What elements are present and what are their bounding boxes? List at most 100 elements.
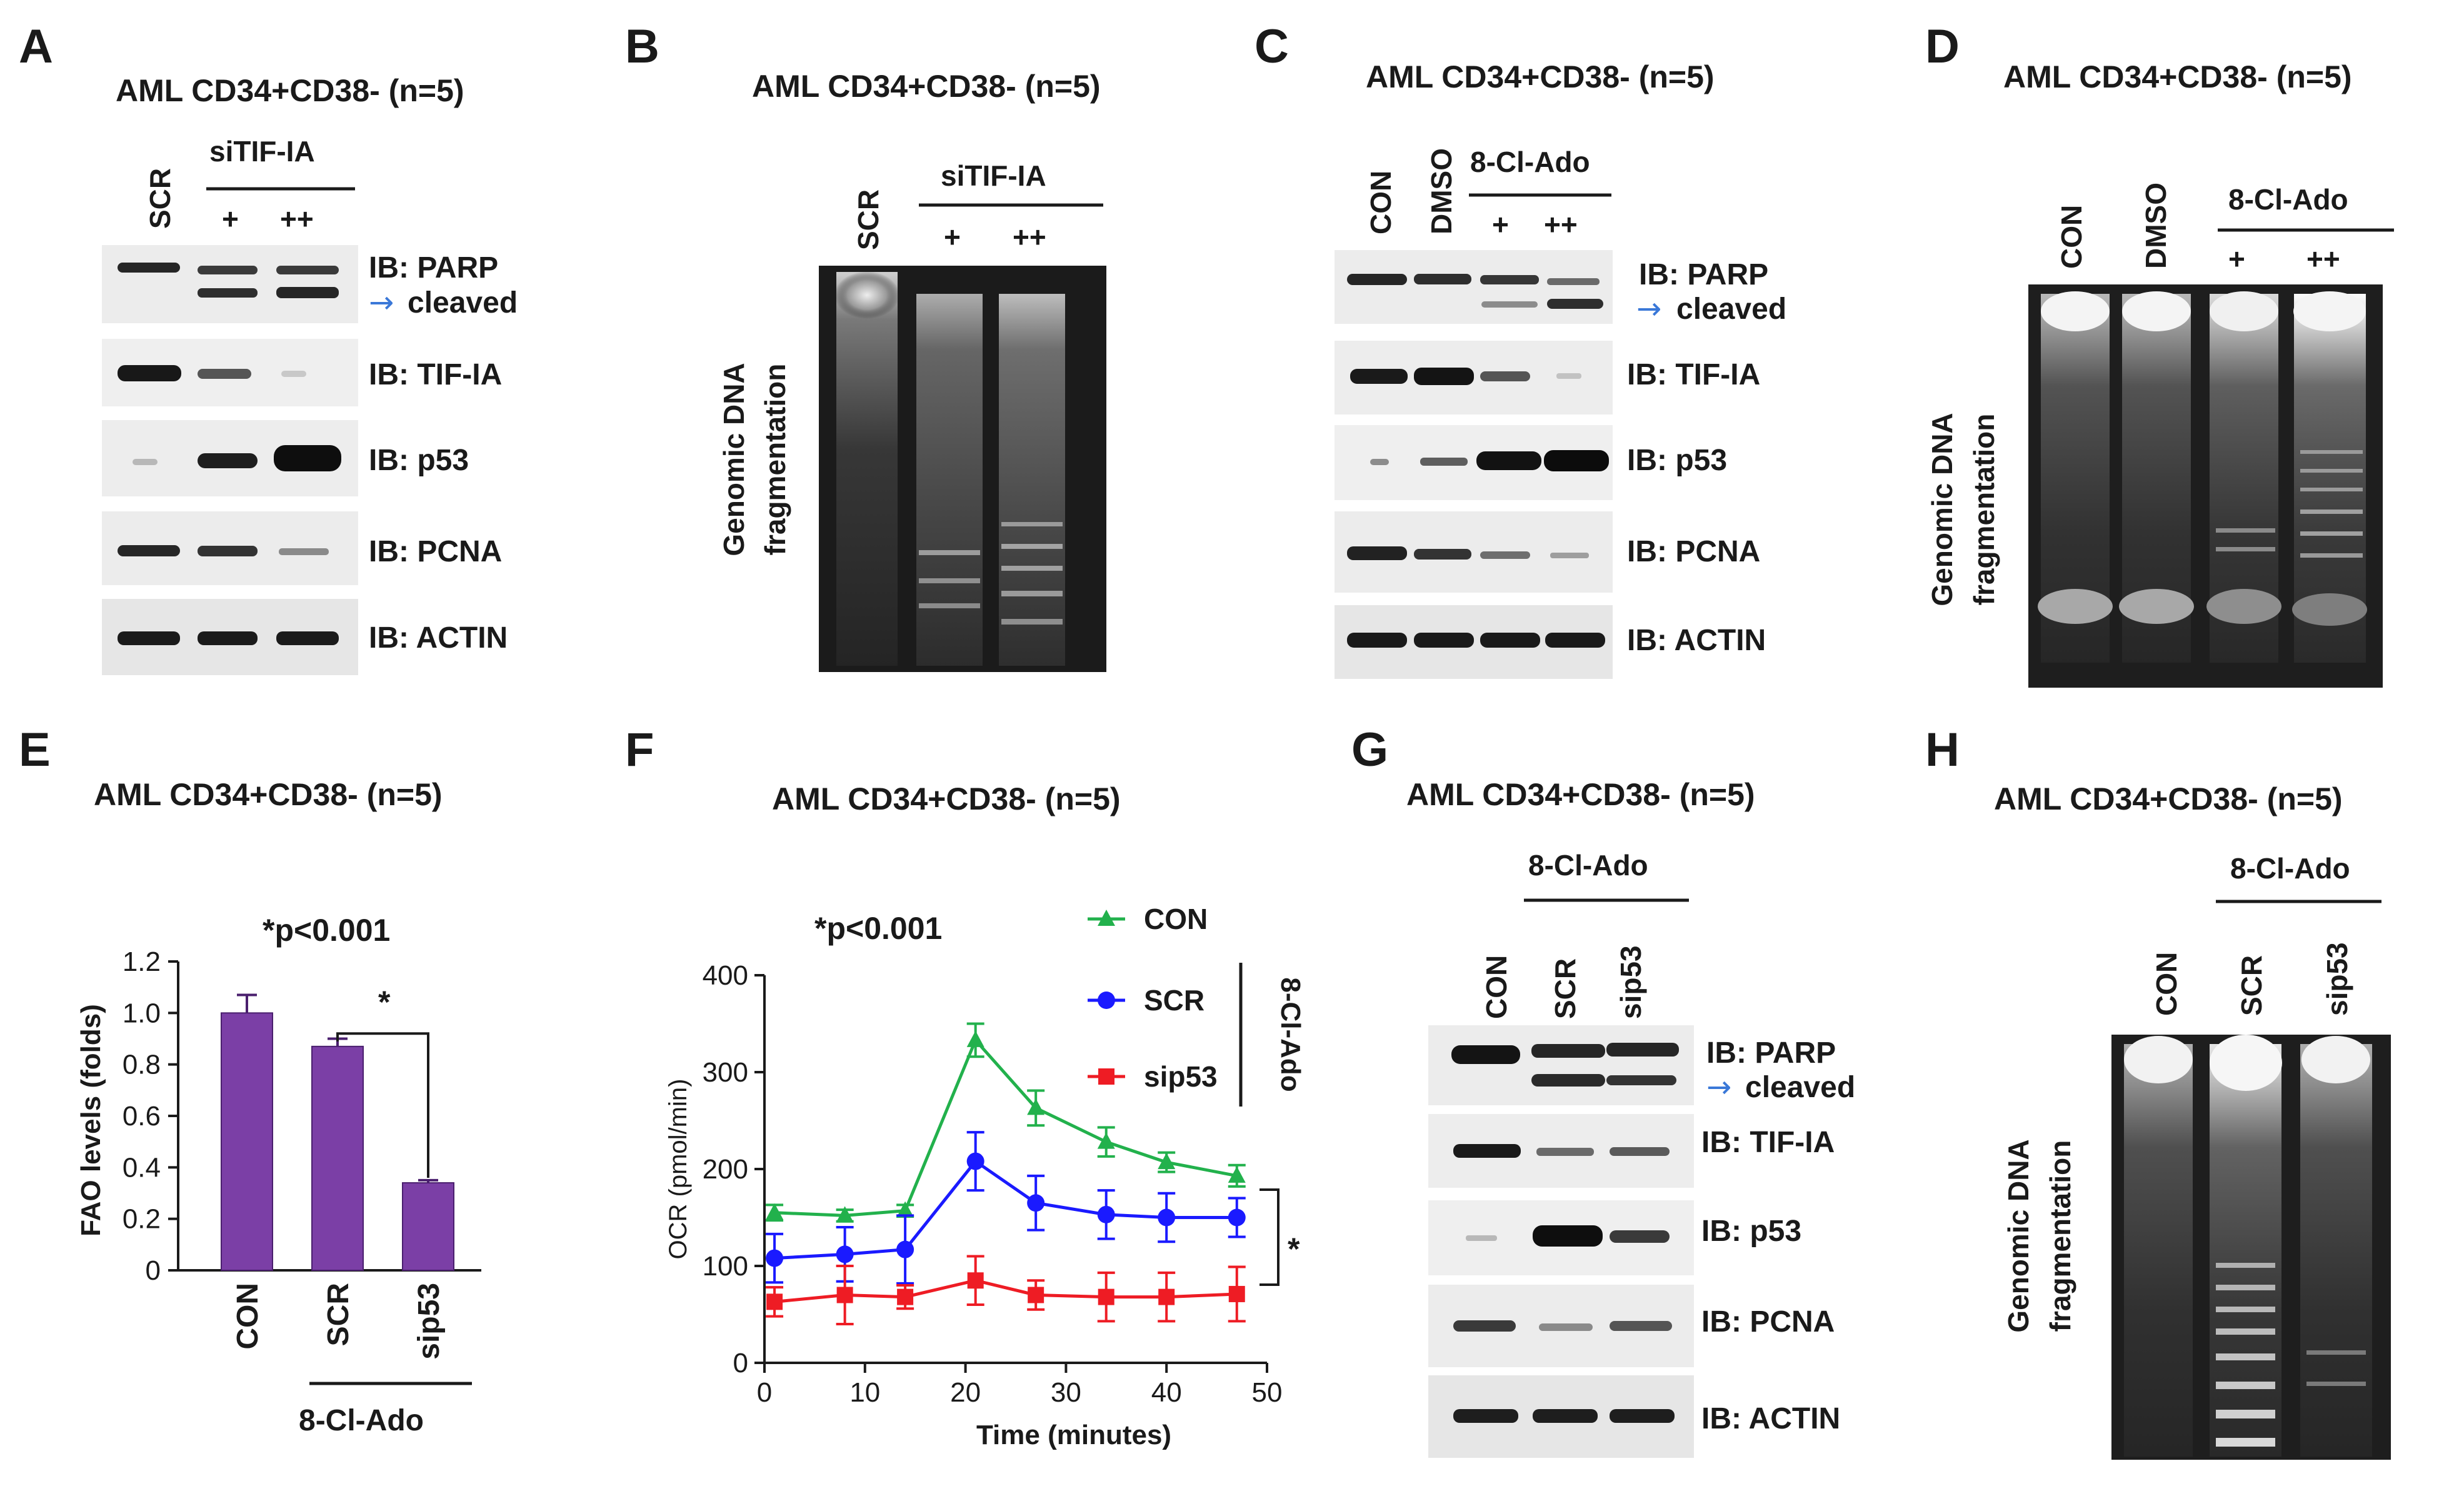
panel-g-blot-pcna: IB: PCNA [1701, 1305, 1835, 1338]
y-tick-label: 200 [703, 1154, 748, 1185]
ladder-band [2216, 1353, 2275, 1360]
band [1550, 553, 1589, 558]
x-tick-label: sip53 [413, 1283, 446, 1360]
band [198, 266, 258, 274]
data-point [1228, 1208, 1246, 1227]
band [1536, 1148, 1594, 1156]
ladder-band [2216, 1307, 2275, 1312]
band [1480, 275, 1539, 284]
panel-g-group-label: 8-Cl-Ado [1528, 849, 1648, 881]
x-tick-label: 40 [1151, 1377, 1182, 1408]
axis-title-y: OCR (pmol/min) [664, 1079, 692, 1260]
axis-title-y: FAO levels (folds) [76, 1004, 106, 1237]
ladder-band [2300, 488, 2363, 491]
data-point [1097, 1132, 1115, 1149]
panel-h-gel [2111, 1035, 2391, 1460]
panel-c-blot-p53: IB: p53 [1627, 444, 1727, 477]
significance-bracket [336, 1032, 429, 1178]
gel-well [2124, 1036, 2193, 1083]
panel-g-title: AML CD34+CD38- (n=5) [1406, 777, 1755, 812]
panel-g-lane-sip53: sip53 [1615, 945, 1647, 1019]
panel-b-lane-plus: + [944, 221, 961, 253]
band [1606, 1043, 1679, 1057]
band [1610, 1409, 1675, 1423]
ladder-band [2216, 1263, 2275, 1268]
panel-h-lane-scr: SCR [2235, 955, 2268, 1016]
panel-b-gel [819, 266, 1106, 672]
band [1606, 1075, 1676, 1085]
panel-c: C AML CD34+CD38- (n=5) CON DMSO 8-Cl-Ado… [1255, 20, 1786, 679]
band [1480, 633, 1540, 648]
band [1414, 274, 1471, 284]
panel-e: E AML CD34+CD38- (n=5) *p<0.001 FAO leve… [19, 723, 481, 1437]
x-tick-label: CON [231, 1283, 264, 1350]
data-point [1158, 1208, 1176, 1227]
panel-a-blot-parp: IB: PARP [369, 251, 498, 284]
data-point [836, 1287, 853, 1303]
ladder-band [2300, 553, 2363, 558]
gel-well [2301, 1036, 2370, 1083]
ladder-band [919, 603, 980, 608]
panel-c-lane-plusplus: ++ [1544, 208, 1578, 241]
y-tick-label: 0.8 [123, 1050, 161, 1080]
series-scr [766, 1131, 1246, 1285]
panel-g-blot-p53: IB: p53 [1701, 1215, 1801, 1248]
gel-well [2122, 291, 2191, 331]
panel-b-lane-scr: SCR [852, 189, 884, 250]
significance-bracket [1260, 1188, 1280, 1286]
band [1347, 546, 1407, 560]
ladder-band [2216, 1328, 2275, 1335]
band [118, 263, 180, 273]
blot-strip [1335, 250, 1613, 324]
gel-lane-plusplus [999, 294, 1065, 666]
panel-e-bar-chart: 0 0.2 0.4 0.6 0.8 1.0 1.2 CON SCR sip53 [123, 946, 481, 1360]
panel-g-blot-parp: IB: PARP [1706, 1037, 1836, 1070]
band [1350, 369, 1408, 384]
panel-h: H AML CD34+CD38- (n=5) 8-Cl-Ado CON SCR … [1925, 723, 2391, 1460]
panel-b-lane-plusplus: ++ [1013, 221, 1046, 253]
bar [402, 1182, 454, 1271]
panel-c-lane-dmso: DMSO [1425, 148, 1458, 234]
panel-d-lane-plusplus: ++ [2306, 243, 2340, 275]
band [1556, 373, 1581, 379]
panel-e-title: AML CD34+CD38- (n=5) [94, 777, 443, 812]
band [1610, 1321, 1672, 1331]
y-tick-label: 0.4 [123, 1152, 161, 1183]
data-point [1228, 1166, 1246, 1183]
panel-b-title: AML CD34+CD38- (n=5) [752, 69, 1101, 104]
panel-g-blot-tif: IB: TIF-IA [1701, 1126, 1835, 1159]
band [1420, 458, 1468, 466]
data-point [1098, 1068, 1114, 1085]
panel-a-blot-pcna: IB: PCNA [369, 535, 502, 568]
panel-b-side-label-2: fragmentation [759, 364, 791, 556]
panel-c-blot-actin: IB: ACTIN [1627, 624, 1766, 657]
panel-letter-c: C [1255, 20, 1289, 73]
panel-a: A AML CD34+CD38- (n=5) SCR siTIF-IA + ++ [19, 20, 518, 675]
legend-label: CON [1144, 903, 1208, 935]
panel-h-lane-con: CON [2150, 952, 2183, 1016]
ladder-band [2216, 1438, 2275, 1447]
series-line [774, 1037, 1238, 1217]
data-point [967, 1272, 984, 1289]
band [1531, 1044, 1605, 1058]
gel-primer-glow [2119, 589, 2194, 624]
y-tick-label: 0 [146, 1255, 161, 1286]
panel-c-title: AML CD34+CD38- (n=5) [1366, 59, 1715, 94]
panel-d-lane-dmso: DMSO [2140, 183, 2172, 269]
panel-f-line-chart: 0 100 200 300 400 0 10 20 30 40 50 [703, 960, 1283, 1408]
panel-letter-a: A [19, 20, 53, 73]
data-point [836, 1245, 854, 1263]
series-con [766, 1022, 1246, 1223]
band [1480, 371, 1530, 381]
panel-g-blots [1428, 1025, 1694, 1458]
gel-lane-scr [2210, 1044, 2281, 1457]
data-point [1158, 1288, 1175, 1305]
ladder-band [2306, 1382, 2366, 1386]
x-tick-label: SCR [322, 1283, 355, 1346]
band [1531, 1074, 1605, 1087]
series-sip53 [766, 1255, 1246, 1325]
panel-f-bracket-label: 8-Cl-Ado [1275, 977, 1306, 1092]
ladder-band [2216, 547, 2275, 551]
y-tick-label: 400 [703, 960, 748, 991]
panel-c-cleaved-label: cleaved [1676, 293, 1786, 326]
